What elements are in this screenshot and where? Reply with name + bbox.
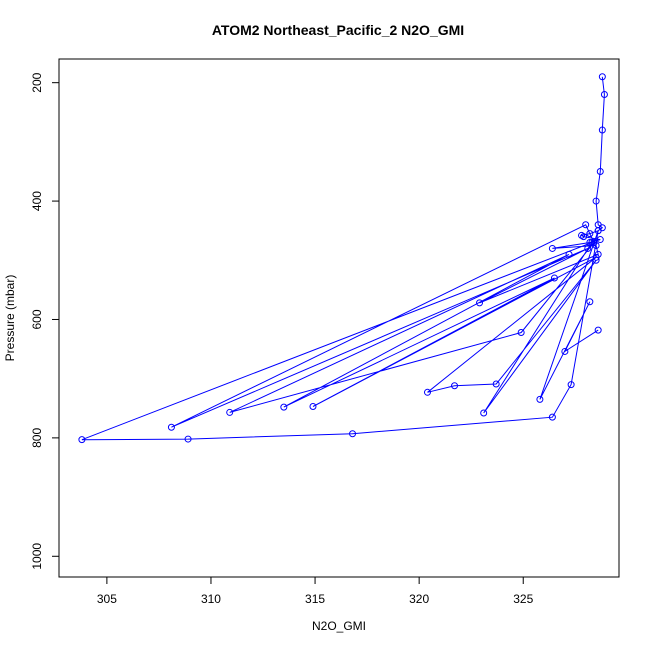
- y-axis-label: Pressure (mbar): [3, 275, 17, 362]
- data-point: [567, 381, 575, 389]
- data-point: [78, 436, 86, 444]
- data-point: [586, 298, 594, 306]
- y-tick-label: 200: [30, 72, 44, 92]
- x-axis: 305 310 315 320 325: [97, 577, 534, 606]
- y-tick-label: 600: [30, 309, 44, 329]
- x-tick-label: 310: [201, 592, 221, 606]
- data-point: [167, 423, 175, 431]
- data-point: [594, 227, 602, 235]
- data-point: [588, 239, 596, 247]
- data-point: [492, 380, 500, 388]
- plot-frame: [58, 58, 620, 578]
- data-point: [536, 395, 544, 403]
- data-point: [349, 430, 357, 438]
- data-point: [600, 91, 608, 99]
- data-point: [280, 403, 288, 411]
- data-point: [548, 244, 556, 252]
- data-point: [598, 126, 606, 134]
- x-tick-label: 305: [97, 592, 117, 606]
- data-point: [517, 329, 525, 337]
- x-tick-label: 315: [305, 592, 325, 606]
- data-point: [565, 250, 573, 258]
- data-point: [561, 347, 569, 355]
- data-point: [596, 167, 604, 175]
- data-point: [580, 233, 588, 241]
- chart-title: ATOM2 Northeast_Pacific_2 N2O_GMI: [212, 22, 464, 38]
- y-tick-label: 1000: [30, 543, 44, 570]
- data-point: [226, 408, 234, 416]
- data-point: [592, 253, 600, 261]
- data-point: [592, 197, 600, 205]
- y-tick-label: 400: [30, 191, 44, 211]
- data-point: [548, 413, 556, 421]
- data-point: [594, 326, 602, 334]
- data-point: [592, 256, 600, 264]
- y-tick-label: 800: [30, 428, 44, 448]
- data-point: [596, 236, 604, 244]
- x-tick-label: 320: [409, 592, 429, 606]
- data-point: [586, 230, 594, 238]
- data-point: [309, 403, 317, 411]
- data-point: [451, 382, 459, 390]
- data-point: [598, 73, 606, 81]
- x-tick-label: 325: [513, 592, 533, 606]
- series-layer: [78, 73, 608, 444]
- data-point: [590, 239, 598, 247]
- data-point: [476, 299, 484, 307]
- series-line: [81, 76, 605, 441]
- y-axis: 200 400 600 800 1000: [30, 72, 59, 570]
- data-point: [550, 274, 558, 282]
- data-point: [480, 409, 488, 417]
- data-point: [423, 388, 431, 396]
- data-point: [586, 239, 594, 247]
- data-point: [584, 244, 592, 252]
- x-axis-label: N2O_GMI: [312, 619, 366, 633]
- data-point: [184, 435, 192, 443]
- data-point: [582, 221, 590, 229]
